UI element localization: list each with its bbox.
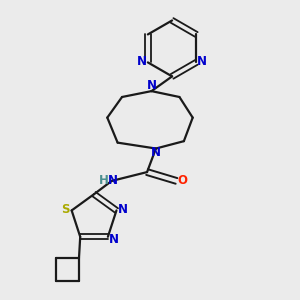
Text: N: N	[146, 79, 157, 92]
Text: N: N	[108, 174, 118, 188]
Text: O: O	[177, 174, 188, 187]
Text: N: N	[136, 55, 146, 68]
Text: H: H	[98, 174, 108, 188]
Text: N: N	[109, 232, 119, 246]
Text: N: N	[197, 55, 207, 68]
Text: N: N	[151, 146, 161, 159]
Text: S: S	[61, 203, 69, 216]
Text: N: N	[118, 203, 128, 216]
